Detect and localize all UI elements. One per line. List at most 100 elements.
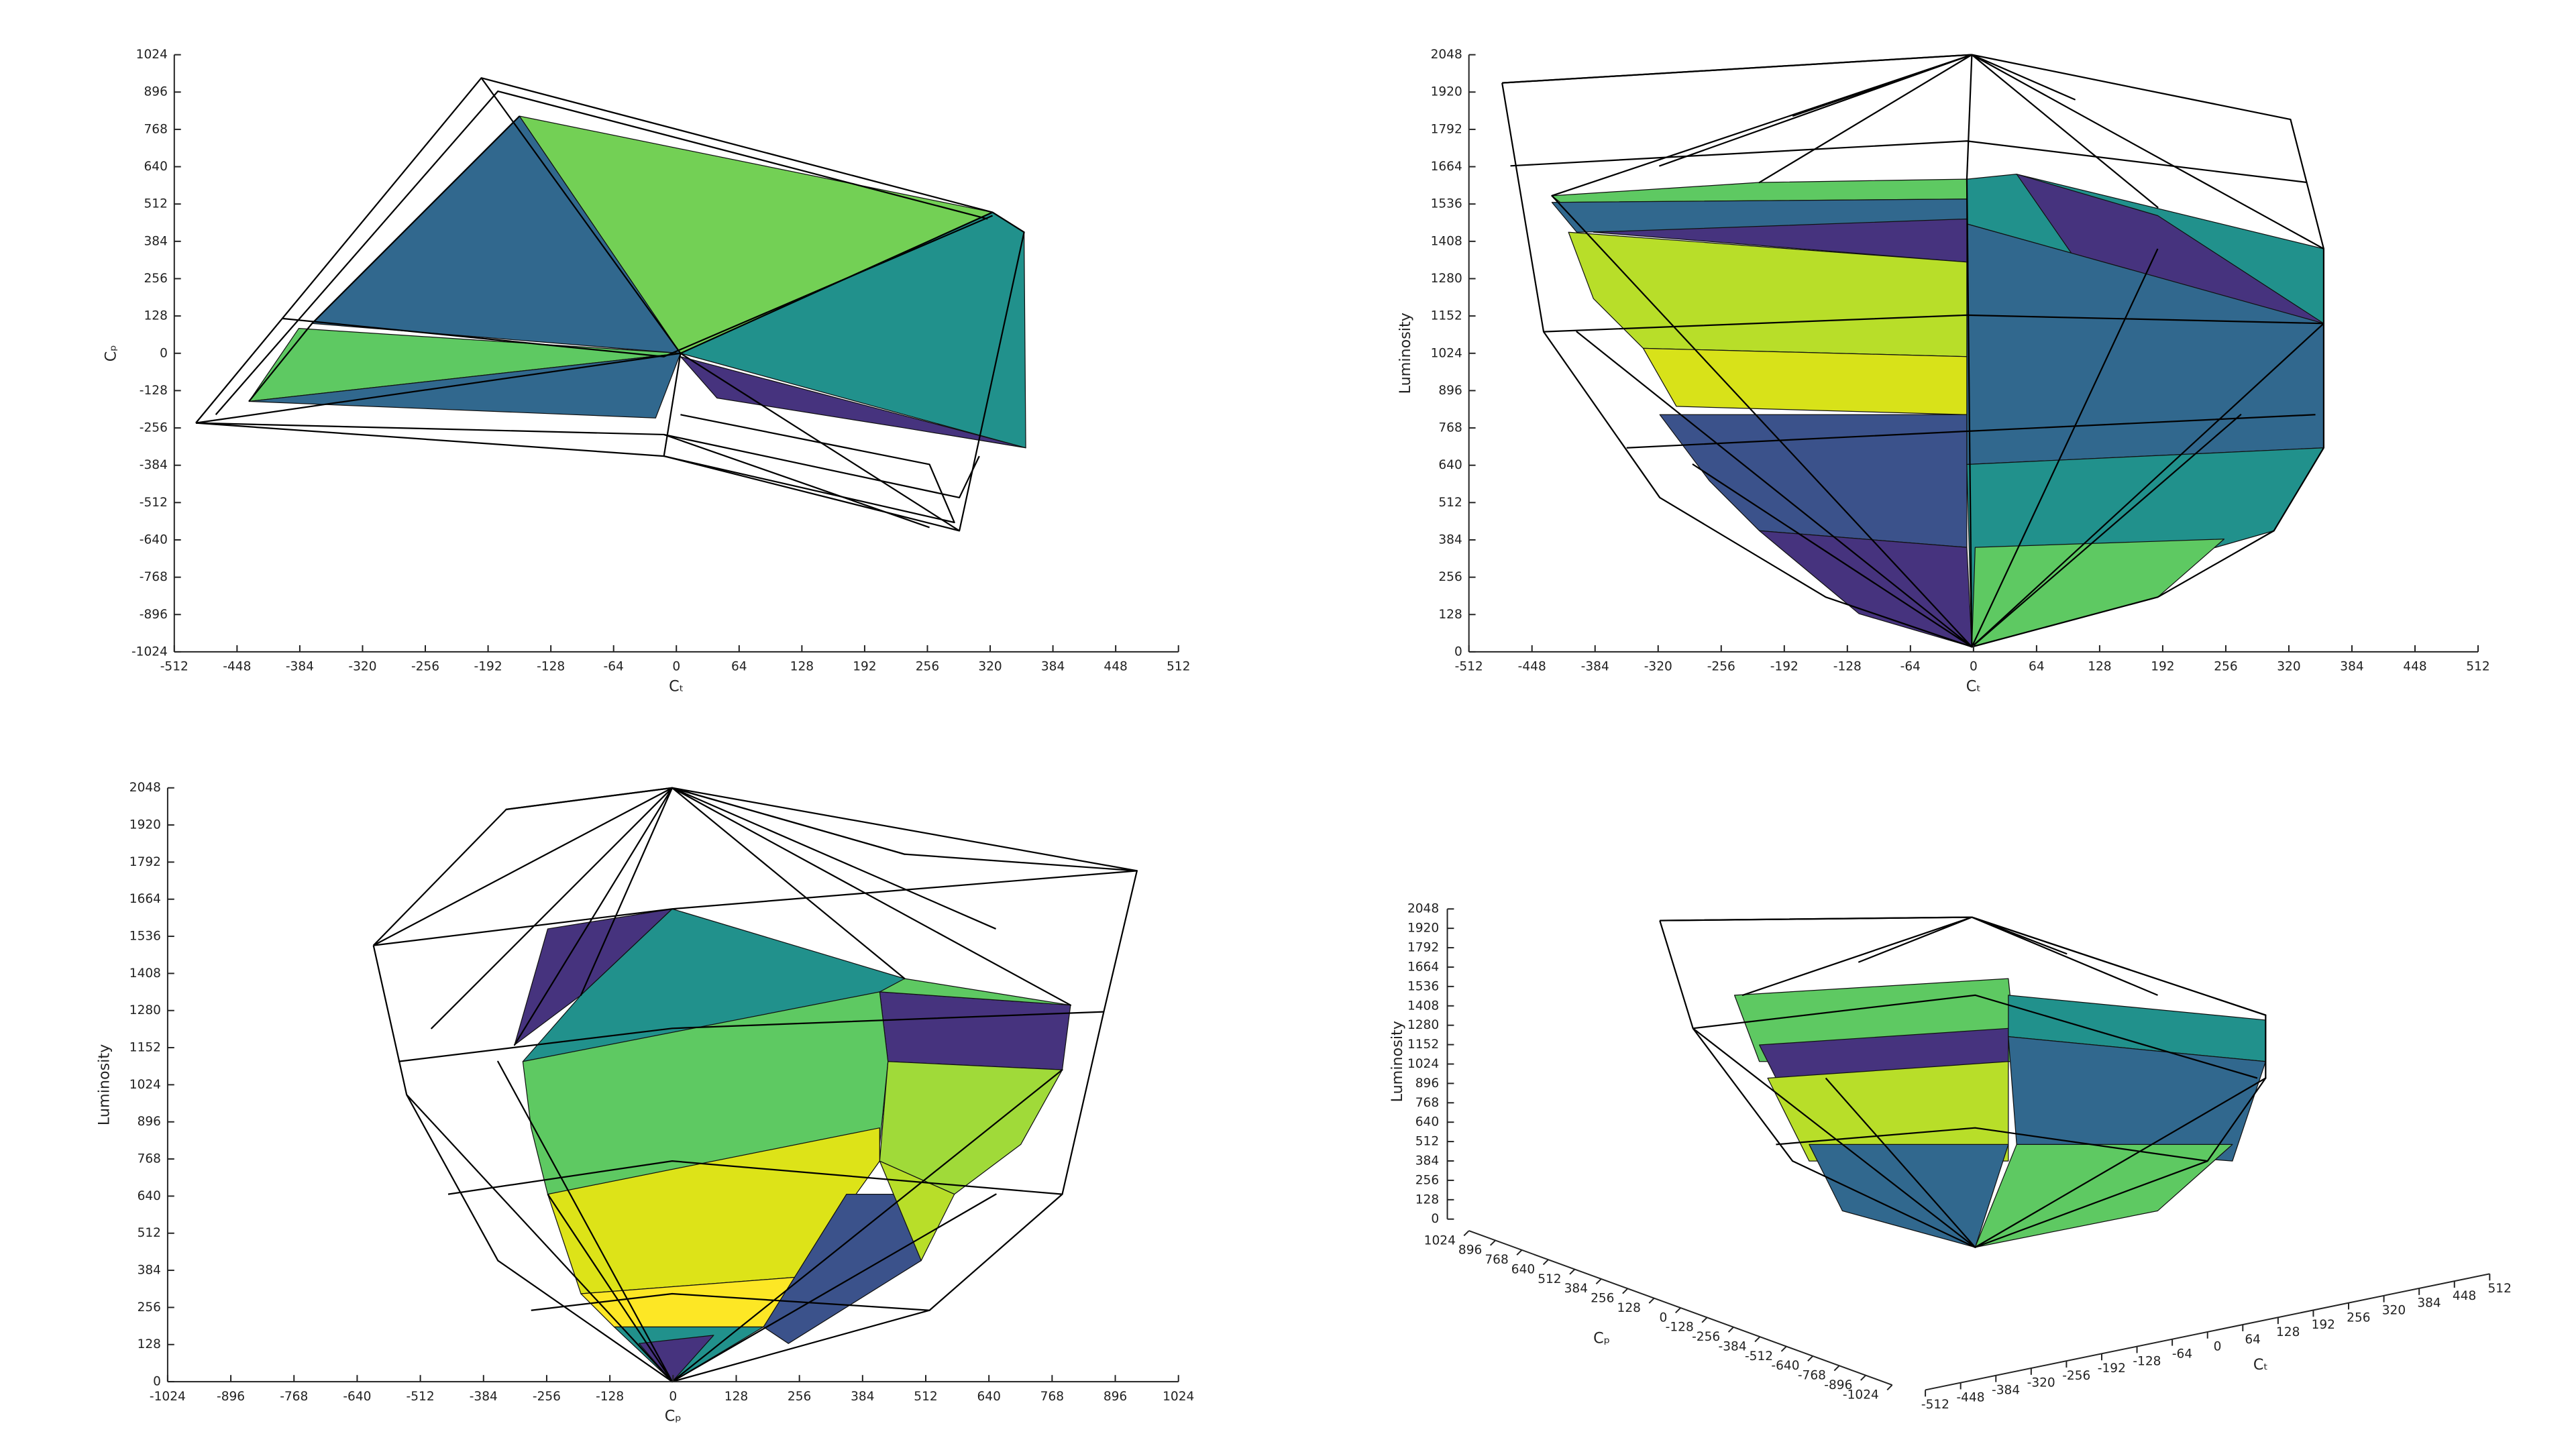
x-tick-label: -384: [1581, 660, 1609, 674]
y-tick-label: 1024: [136, 48, 168, 62]
x-tick-label: -384: [1992, 1384, 2020, 1398]
x-tick-label: 256: [2214, 660, 2237, 674]
y-tick: [1780, 1345, 1787, 1352]
z-tick-label: 1536: [1407, 979, 1439, 993]
y-tick-label: -384: [1719, 1339, 1747, 1353]
y-tick-label: 128: [144, 309, 167, 323]
x-tick-label: 768: [1040, 1390, 1064, 1404]
x-tick-label: 0: [669, 1390, 677, 1404]
y-tick-label: -896: [140, 608, 168, 622]
mesh-wire: [406, 1060, 1063, 1383]
y-tick-label: 768: [1438, 421, 1462, 435]
y-tick-label: 640: [1438, 458, 1462, 472]
y-tick-label: 128: [138, 1337, 161, 1351]
z-tick-label: 256: [1415, 1173, 1439, 1187]
y-tick-label: 640: [1511, 1262, 1535, 1276]
x-tick-label: 320: [978, 660, 1002, 674]
mesh-wire: [1776, 1127, 2208, 1162]
mesh-wire: [1626, 414, 2316, 449]
x-tick-label: -64: [2172, 1347, 2192, 1361]
mesh-wire: [1543, 314, 2324, 333]
y-tick-label: 896: [1458, 1243, 1482, 1258]
y-tick-label: 1408: [129, 966, 161, 981]
x-tick-label: 512: [1167, 660, 1190, 674]
y-tick-label: -1024: [131, 645, 168, 659]
mesh-wire: [1966, 179, 1973, 647]
y-tick-label: -128: [1666, 1321, 1694, 1335]
mesh-face: [1974, 1144, 2233, 1248]
mesh-face: [1642, 347, 1968, 415]
y-tick-label: 1536: [129, 930, 161, 944]
y-tick-label: 1664: [1431, 160, 1462, 174]
z-tick-label: 128: [1415, 1192, 1439, 1207]
mesh-face: [1767, 1061, 2009, 1162]
y-tick-label: 512: [1438, 496, 1462, 510]
x-tick-label: 384: [2417, 1296, 2440, 1311]
mesh-wire: [1501, 54, 2325, 648]
y-tick: [1595, 1278, 1602, 1285]
x-axis-title: Cₚ: [665, 1408, 682, 1425]
x-tick-label: -448: [223, 660, 251, 674]
z-axis-title: Luminosity: [1389, 1021, 1406, 1102]
x-tick-label: -256: [1707, 660, 1735, 674]
mesh-wire: [373, 870, 1137, 946]
x-tick-label: 256: [916, 660, 939, 674]
x-tick-label: -512: [1455, 660, 1483, 674]
y-tick-label: 768: [138, 1152, 161, 1166]
y-tick-label: -256: [140, 421, 168, 435]
mesh-face: [638, 1335, 714, 1382]
x-tick-label: -128: [2133, 1354, 2161, 1368]
mesh-wire: [215, 90, 988, 416]
y-tick-label: -768: [1798, 1369, 1826, 1383]
mesh-bottom-left: [372, 787, 1138, 1383]
y-tick: [1886, 1384, 1893, 1391]
y-tick-label: 896: [138, 1115, 161, 1129]
x-tick-label: 128: [2276, 1325, 2300, 1339]
mesh-wire: [1693, 1027, 2267, 1248]
x-tick-label: -448: [1956, 1390, 1984, 1404]
x-tick-label: 128: [790, 660, 814, 674]
y-tick-label: 2048: [129, 781, 161, 795]
y-tick-label: 384: [144, 234, 167, 248]
y-tick-label: 0: [153, 1375, 161, 1389]
y-tick-label: 768: [144, 122, 167, 136]
x-tick-label: -128: [1833, 660, 1862, 674]
y-tick-label: 256: [1438, 570, 1462, 584]
y-tick: [1622, 1288, 1628, 1294]
y-tick-label: 256: [1591, 1292, 1614, 1306]
mesh-face: [879, 978, 1071, 1006]
y-axis-title: Luminosity: [1397, 313, 1414, 394]
mesh-wire: [1693, 994, 2258, 1079]
y-axis-title: Cₚ: [1593, 1329, 1610, 1347]
x-axis-title: Cₜ: [2253, 1356, 2268, 1374]
y-tick-label: -896: [1824, 1378, 1852, 1392]
x-tick-label: -192: [2098, 1361, 2126, 1376]
x-axis-title: Cₜ: [669, 677, 684, 695]
mesh-wire: [1660, 916, 2267, 1016]
y-tick-label: -128: [140, 384, 168, 398]
y-tick-label: 640: [138, 1189, 161, 1203]
y-tick-label: 1152: [129, 1041, 161, 1055]
mesh-face: [680, 356, 1026, 449]
mesh-bottom-right: [1659, 916, 2267, 1248]
mesh-wire: [663, 433, 980, 499]
x-tick-label: -320: [1644, 660, 1672, 674]
y-tick-label: 2048: [1431, 48, 1462, 62]
z-tick-label: 1152: [1407, 1038, 1439, 1052]
x-tick-label: 256: [2347, 1311, 2370, 1325]
y-tick: [1807, 1355, 1814, 1362]
y-tick: [1542, 1259, 1549, 1266]
y-tick-label: 1920: [129, 818, 161, 832]
x-tick-label: 0: [672, 660, 680, 674]
y-tick-label: 0: [1454, 645, 1462, 659]
y-tick-label: 384: [1564, 1282, 1588, 1296]
y-tick: [1569, 1268, 1576, 1275]
z-tick-label: 1920: [1407, 922, 1439, 936]
y-tick: [1648, 1297, 1655, 1304]
y-tick-label: 1536: [1431, 197, 1462, 211]
x-tick-label: 640: [977, 1390, 1000, 1404]
y-tick: [1490, 1239, 1496, 1246]
z-tick-label: 1024: [1407, 1057, 1439, 1071]
y-tick: [1516, 1249, 1523, 1256]
